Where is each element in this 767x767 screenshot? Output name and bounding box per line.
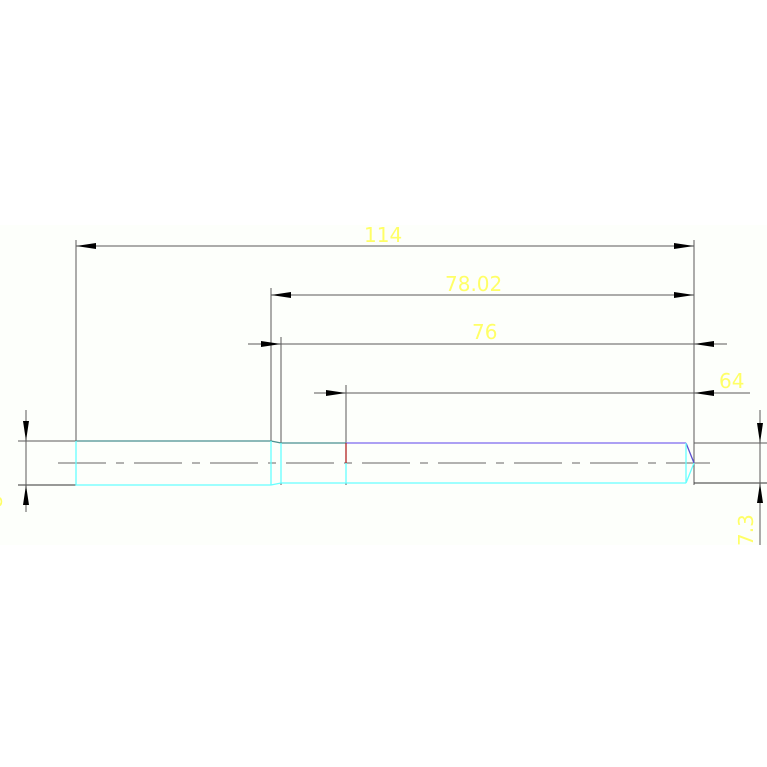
dim-76-text: 76: [472, 320, 497, 344]
dim-64-text: 64: [719, 369, 744, 393]
dim-73-text: 7.3: [734, 514, 758, 546]
dim-8-text: 8: [0, 495, 7, 508]
drawing-area: [0, 225, 767, 545]
shaft-outline: [75, 440, 695, 486]
dim-114-text: 114: [364, 223, 402, 247]
dim-7802-text: 78.02: [445, 272, 502, 296]
dimension-lines: [18, 240, 767, 545]
